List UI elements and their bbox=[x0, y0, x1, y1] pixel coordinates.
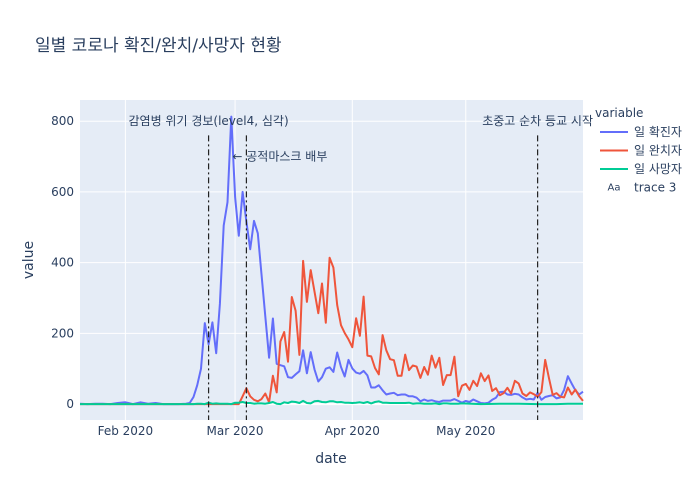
x-tick-label: Apr 2020 bbox=[325, 424, 380, 438]
legend-label: 일 완치자 bbox=[634, 144, 682, 158]
y-tick-label: 200 bbox=[51, 326, 74, 340]
legend-title: variable bbox=[595, 106, 643, 120]
y-tick-label: 600 bbox=[51, 185, 74, 199]
x-axis-title: date bbox=[315, 451, 347, 467]
event-label: ← 공적마스크 배부 bbox=[232, 150, 327, 164]
x-tick-label: Mar 2020 bbox=[207, 424, 264, 438]
legend-text-symbol: Aa bbox=[608, 183, 621, 194]
event-markers: 감염병 위기 경보(level4, 심각) ← 공적마스크 배부 초중고 순차 등교… bbox=[129, 114, 593, 420]
y-tick-label: 0 bbox=[66, 397, 74, 411]
series-line bbox=[79, 115, 584, 406]
x-tick-labels: Feb 2020 Mar 2020 Apr 2020 May 2020 bbox=[98, 424, 496, 438]
series-line bbox=[80, 256, 584, 406]
y-tick-labels: 0 200 400 600 800 bbox=[51, 114, 74, 411]
x-tick-label: Feb 2020 bbox=[98, 424, 154, 438]
legend-label: 일 확진자 bbox=[634, 125, 682, 139]
series-line bbox=[80, 399, 583, 406]
y-tick-label: 800 bbox=[51, 114, 74, 128]
legend-label: trace 3 bbox=[634, 181, 676, 195]
event-label: 초중고 순차 등교 시작 bbox=[482, 114, 593, 128]
legend-label: 일 사망자 bbox=[634, 162, 682, 176]
event-label: 감염병 위기 경보(level4, 심각) bbox=[129, 114, 289, 128]
y-axis-title: value bbox=[21, 241, 37, 279]
y-gridlines bbox=[80, 120, 583, 334]
y-tick-label: 400 bbox=[51, 256, 74, 270]
chart-title: 일별 코로나 확진/완치/사망자 현황 bbox=[35, 36, 282, 56]
series-layer bbox=[79, 115, 584, 406]
x-tick-label: May 2020 bbox=[436, 424, 495, 438]
